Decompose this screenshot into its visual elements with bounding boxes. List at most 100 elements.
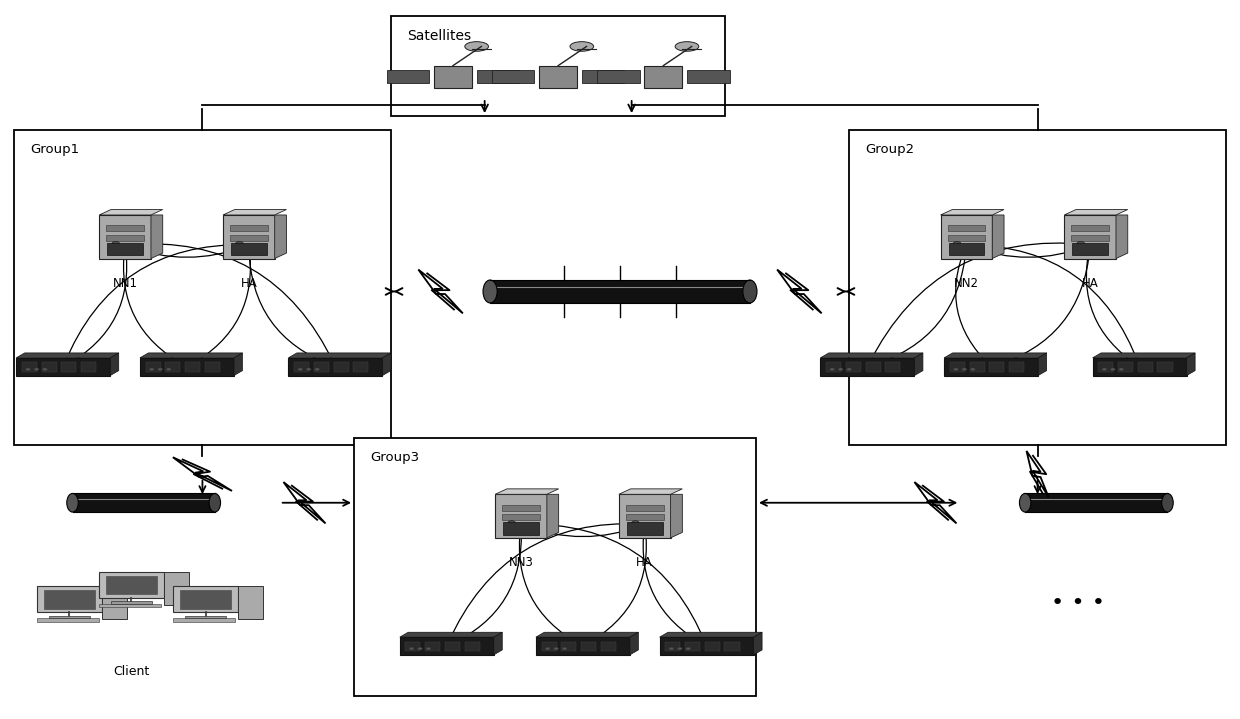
FancyBboxPatch shape [1071,225,1109,232]
Text: NN2: NN2 [954,277,978,290]
Circle shape [670,647,673,650]
Circle shape [1118,368,1123,371]
Polygon shape [754,632,763,655]
FancyBboxPatch shape [626,514,663,520]
Polygon shape [619,489,682,494]
Bar [353,439,756,696]
Polygon shape [275,215,286,259]
Polygon shape [289,353,391,358]
Circle shape [112,242,119,246]
Circle shape [409,647,414,650]
Polygon shape [223,209,286,215]
FancyBboxPatch shape [172,618,236,622]
Circle shape [677,647,682,650]
FancyBboxPatch shape [846,362,861,372]
Circle shape [26,368,30,371]
FancyBboxPatch shape [600,641,616,651]
FancyBboxPatch shape [970,362,985,372]
Polygon shape [914,353,923,375]
FancyBboxPatch shape [16,358,110,375]
FancyBboxPatch shape [724,641,739,651]
FancyBboxPatch shape [465,641,480,651]
FancyBboxPatch shape [944,358,1038,375]
Polygon shape [1187,353,1195,375]
FancyBboxPatch shape [704,641,719,651]
FancyBboxPatch shape [866,362,880,372]
Circle shape [1078,242,1085,246]
FancyBboxPatch shape [502,505,539,510]
Polygon shape [944,353,1047,358]
Circle shape [42,368,47,371]
FancyBboxPatch shape [582,641,596,651]
Text: HA: HA [1081,277,1099,290]
Polygon shape [140,353,243,358]
Circle shape [954,368,959,371]
Circle shape [427,647,430,650]
FancyBboxPatch shape [99,215,151,259]
Polygon shape [630,632,639,655]
Circle shape [962,368,967,371]
FancyBboxPatch shape [42,362,57,372]
Polygon shape [1038,353,1047,375]
Polygon shape [495,489,559,494]
FancyBboxPatch shape [1118,362,1133,372]
Circle shape [830,368,835,371]
Circle shape [554,647,558,650]
Polygon shape [1116,215,1127,259]
Text: HA: HA [636,557,653,569]
FancyBboxPatch shape [238,587,263,619]
FancyBboxPatch shape [645,65,682,88]
Ellipse shape [465,42,489,51]
FancyBboxPatch shape [492,70,534,83]
Polygon shape [1092,353,1195,358]
FancyBboxPatch shape [950,362,965,372]
Circle shape [631,521,639,525]
Polygon shape [536,632,639,637]
Polygon shape [671,494,682,538]
FancyBboxPatch shape [61,362,77,372]
Text: Group1: Group1 [30,143,79,156]
FancyBboxPatch shape [45,590,94,609]
Bar [849,130,1226,446]
FancyBboxPatch shape [334,362,348,372]
Ellipse shape [67,493,78,512]
FancyBboxPatch shape [539,65,577,88]
FancyBboxPatch shape [947,225,986,232]
Text: HA: HA [241,277,257,290]
FancyBboxPatch shape [1092,358,1187,375]
FancyBboxPatch shape [399,637,494,655]
FancyBboxPatch shape [99,572,164,598]
Ellipse shape [1019,493,1030,512]
FancyBboxPatch shape [425,641,440,651]
Circle shape [418,647,423,650]
FancyBboxPatch shape [102,587,128,619]
Polygon shape [16,353,119,358]
FancyBboxPatch shape [294,362,309,372]
Circle shape [35,368,38,371]
Polygon shape [418,270,463,313]
Polygon shape [110,353,119,375]
Polygon shape [547,494,559,538]
FancyBboxPatch shape [110,601,153,604]
FancyBboxPatch shape [185,362,200,372]
FancyBboxPatch shape [231,243,267,255]
FancyBboxPatch shape [1073,243,1109,255]
FancyBboxPatch shape [353,362,368,372]
FancyBboxPatch shape [821,358,914,375]
Text: • • •: • • • [1050,593,1105,613]
FancyBboxPatch shape [165,362,180,372]
FancyBboxPatch shape [107,243,143,255]
FancyBboxPatch shape [81,362,97,372]
FancyBboxPatch shape [434,65,472,88]
FancyBboxPatch shape [289,358,382,375]
FancyBboxPatch shape [185,615,227,618]
Polygon shape [777,270,822,313]
FancyBboxPatch shape [684,641,701,651]
Bar [72,493,215,512]
Polygon shape [284,482,326,523]
FancyBboxPatch shape [1157,362,1173,372]
FancyBboxPatch shape [48,615,91,618]
FancyBboxPatch shape [1138,362,1153,372]
Bar [1025,493,1168,512]
FancyBboxPatch shape [941,215,992,259]
